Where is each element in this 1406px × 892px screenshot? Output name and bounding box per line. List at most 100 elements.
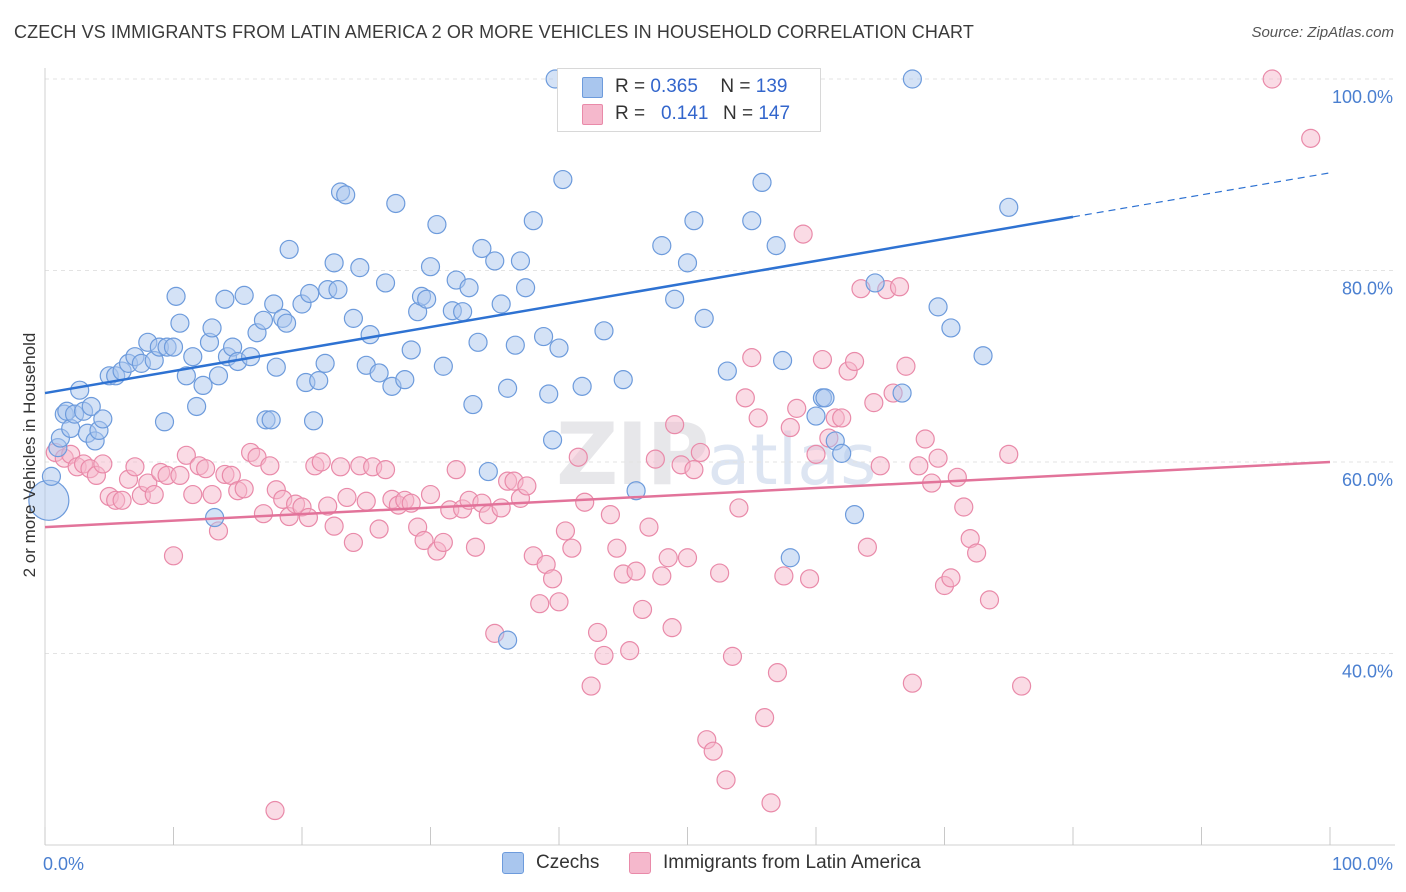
czechs-point — [815, 388, 835, 408]
czechs-point — [193, 375, 213, 395]
czechs-point — [832, 443, 852, 463]
czechs-point — [309, 371, 329, 391]
czechs-point — [187, 396, 207, 417]
latin-america-point — [1301, 128, 1321, 148]
czechs-point — [170, 313, 190, 333]
latin-america-point — [234, 479, 254, 499]
latin-america-point — [575, 492, 595, 512]
czechs-point — [215, 289, 235, 309]
czechs-point — [505, 335, 525, 355]
latin-america-swatch — [629, 852, 651, 874]
latin-america-point — [420, 484, 441, 505]
czechs-point — [652, 236, 672, 256]
czechs-point — [677, 253, 698, 273]
latin-america-point — [889, 277, 910, 297]
latin-america-point — [93, 454, 113, 474]
czechs-point — [41, 466, 62, 486]
czechs-point — [742, 211, 762, 231]
latin-america-point — [735, 388, 755, 408]
y-tick-label: 100.0% — [1332, 87, 1393, 107]
latin-america-point — [812, 349, 833, 370]
latin-america-point — [844, 351, 865, 372]
latin-america-point — [832, 408, 852, 428]
czechs-point — [433, 356, 453, 376]
legend-n-label: N = — [720, 76, 751, 97]
czechs-point — [665, 289, 685, 309]
series-legend-latin-america[interactable]: Immigrants from Latin America — [629, 852, 921, 874]
x-tick-label: 100.0% — [1332, 854, 1393, 874]
latin-america-point — [928, 448, 948, 468]
czechs-point — [844, 505, 865, 525]
y-tick-label: 60.0% — [1342, 470, 1393, 490]
latin-america-point — [144, 484, 164, 505]
czechs-point — [417, 289, 437, 309]
latin-america-point — [626, 561, 646, 581]
czechs-point — [553, 169, 573, 190]
czechs-point — [350, 258, 370, 278]
czechs-point — [369, 363, 389, 383]
latin-america-point — [530, 594, 550, 614]
czechs-point — [549, 338, 569, 358]
czechs-point — [234, 285, 254, 305]
x-tick-label: 0.0% — [43, 854, 84, 874]
czechs-trend-line — [44, 215, 1074, 395]
czechs-point — [523, 211, 543, 231]
latin-america-point — [170, 465, 190, 486]
czechs-point — [999, 197, 1019, 217]
latin-america-point — [265, 800, 285, 821]
czechs-point — [485, 251, 505, 271]
czechs-point — [261, 410, 281, 430]
legend-r-label: R = — [615, 103, 646, 124]
czechs-point — [766, 236, 786, 256]
czechs-point — [468, 332, 488, 352]
latin-america-point — [369, 519, 389, 539]
czechs-point — [395, 370, 415, 390]
latin-america-point — [722, 646, 743, 666]
czechs-point — [427, 214, 447, 235]
latin-america-point — [787, 398, 807, 418]
latin-america-point — [318, 496, 338, 516]
latin-america-point — [298, 507, 319, 528]
latin-america-point — [780, 417, 800, 438]
latin-america-point — [568, 447, 588, 467]
latin-america-point — [607, 538, 627, 558]
latin-america-label: Immigrants from Latin America — [663, 852, 921, 873]
czechs-point — [459, 278, 479, 298]
czechs-point — [941, 318, 961, 338]
legend-swatch-latin-america — [582, 103, 603, 125]
latin-america-point — [902, 673, 922, 693]
latin-america-point — [356, 491, 376, 511]
czechs-point — [70, 380, 90, 400]
latin-america-point — [433, 532, 453, 553]
czechs-point — [202, 318, 222, 338]
czechs-point — [684, 211, 704, 231]
latin-america-point — [915, 429, 935, 449]
czechs-point — [510, 251, 531, 271]
czechs-trend-extension — [1072, 172, 1331, 218]
latin-america-point — [748, 408, 768, 428]
latin-america-point — [799, 569, 820, 589]
czechs-point — [266, 357, 286, 377]
latin-america-point — [742, 348, 762, 368]
latin-america-point — [999, 444, 1019, 464]
czechs-point — [343, 308, 363, 328]
czechs-point — [324, 253, 344, 273]
latin-america-point — [253, 504, 274, 524]
series-legend-czechs[interactable]: Czechs — [502, 852, 599, 874]
latin-america-point — [125, 457, 145, 477]
czechs-point — [498, 378, 518, 398]
latin-america-point — [330, 457, 351, 477]
latin-america-point — [806, 444, 826, 464]
chart-title: CZECH VS IMMIGRANTS FROM LATIN AMERICA 2… — [14, 22, 974, 42]
latin-america-point — [183, 484, 203, 505]
latin-america-point — [716, 770, 736, 790]
trend-lines — [44, 172, 1331, 529]
czechs-point — [253, 310, 274, 330]
czechs-point — [498, 630, 518, 650]
czechs-point — [572, 376, 592, 396]
latin-america-point — [581, 676, 601, 696]
latin-america-point — [774, 566, 794, 586]
latin-america-point — [729, 498, 749, 518]
czechs-point — [279, 239, 299, 260]
